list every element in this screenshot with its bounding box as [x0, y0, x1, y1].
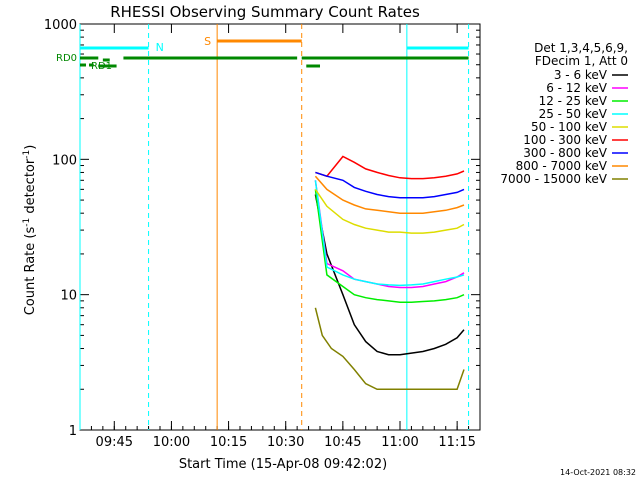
legend-header: Det 1,3,4,5,6,9,: [534, 41, 628, 55]
legend-entry-label: 100 - 300 keV: [523, 133, 607, 147]
legend-entry-label: 7000 - 15000 keV: [500, 172, 607, 186]
legend-entry-label: 3 - 6 keV: [554, 68, 608, 82]
y-axis-label: Count Rate (s-1 detector-1): [22, 145, 38, 316]
legend-header: FDecim 1, Att 0: [535, 54, 628, 68]
x-axis-label: Start Time (15-Apr-08 09:42:02): [179, 457, 387, 472]
legend: Det 1,3,4,5,6,9,FDecim 1, Att 03 - 6 keV…: [500, 41, 628, 186]
saa-label: S: [204, 35, 211, 48]
legend-entry-label: 300 - 800 keV: [523, 146, 607, 160]
series-line-3: [314, 189, 465, 303]
y-tick-label: 100: [52, 153, 77, 168]
legend-entry-label: 50 - 100 keV: [531, 120, 608, 134]
chart-title: RHESSI Observing Summary Count Rates: [110, 3, 420, 21]
y-tick-label: 1: [69, 424, 77, 439]
series-line-2: [314, 180, 465, 289]
legend-entry-label: 6 - 12 keV: [546, 81, 608, 95]
series-line-7: [315, 171, 465, 199]
x-tick-label: 11:15: [438, 435, 475, 450]
plot-area: 1 10 100 1000 09:45 10:00 10:15 10:30 10:45 11:00…: [44, 18, 481, 450]
legend-entry-label: 25 - 50 keV: [539, 107, 608, 121]
series-line-8: [314, 175, 465, 214]
series-line-5: [314, 188, 465, 234]
x-tick-label: 10:15: [210, 435, 247, 450]
series-line-6: [315, 155, 465, 180]
x-tick-label: 10:30: [267, 435, 304, 450]
y-tick-label: 1000: [44, 18, 77, 33]
legend-entry-label: 800 - 7000 keV: [516, 159, 608, 173]
legend-entry-label: 12 - 25 keV: [539, 94, 608, 108]
series-line-1: [314, 194, 465, 356]
plot-frame: [79, 23, 481, 431]
night-label: N: [156, 41, 164, 54]
series-line-4: [314, 180, 465, 287]
series-line-9: [314, 307, 465, 391]
x-tick-label: 09:45: [96, 435, 133, 450]
rd0-label: RD0: [56, 53, 77, 64]
y-tick-label: 10: [60, 289, 77, 304]
rd1-label: RD1: [91, 61, 112, 72]
footer-timestamp: 14-Oct-2021 08:32: [560, 468, 636, 477]
x-tick-label: 10:00: [153, 435, 190, 450]
x-tick-label: 10:45: [324, 435, 361, 450]
x-tick-label: 11:00: [381, 435, 418, 450]
